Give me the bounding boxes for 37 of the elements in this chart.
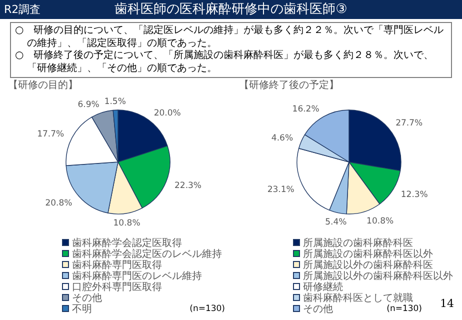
legend-label: 歯科麻酔専門医取得: [72, 260, 162, 271]
data-label: 22.3%: [174, 180, 202, 191]
legend-label: 所属施設の歯科麻酔科医: [303, 238, 413, 249]
text: ○ 研修の目的について、「認定医レベルの維持」が最も多く約２２％。次いで「専門医レベルの維持」、「認定医取得」の順であった。: [15, 25, 445, 50]
data-label: 10.8%: [113, 218, 140, 228]
legend-label: 歯科麻酔学会認定医取得: [72, 238, 182, 249]
chart-title: 【研修の目的】: [8, 78, 78, 92]
legend-label: 歯科麻酔学会認定医のレベル維持: [72, 249, 222, 260]
legend-label: 口腔外科専門医取得: [72, 282, 162, 293]
data-label: 20.8%: [45, 198, 72, 208]
text: 14: [440, 297, 454, 310]
text: (n=130): [386, 304, 422, 314]
data-label: 20.0%: [154, 108, 181, 119]
data-label: 1.5%: [104, 97, 126, 108]
legend-label: その他: [303, 304, 333, 315]
data-label: 12.3%: [400, 190, 428, 200]
text: 歯科医師の医科麻酔研修中の歯科医師③: [114, 2, 348, 17]
data-label: 27.7%: [396, 118, 423, 129]
text: (n=130): [190, 304, 225, 314]
text: R2調査: [4, 2, 41, 18]
legend-label: 所属施設以外の歯科麻酔科医: [303, 260, 433, 271]
legend-label: 不明: [72, 304, 92, 315]
legend-label: 歯科麻酔専門医のレベル維持: [72, 271, 202, 282]
legend-label: 所属施設の歯科麻酔科医以外: [303, 249, 433, 260]
data-label: 4.6%: [271, 134, 294, 144]
data-label: 23.1%: [267, 185, 294, 196]
data-label: 10.8%: [366, 216, 394, 226]
text: ○ 研修終了後の予定について、「所属施設の歯科麻酔科医」が最も多く約２８％。次いで、「研修継続」、「その他」の順であった。: [15, 50, 435, 75]
legend-label: 所属施設以外の歯科麻酔科医以外: [303, 271, 453, 282]
legend-label: 歯科麻酔科医として就職: [303, 293, 413, 304]
chart-title: 【研修終了後の予定】: [239, 78, 339, 92]
data-label: 16.2%: [292, 104, 320, 115]
data-label: 17.7%: [37, 129, 64, 140]
legend-label: その他: [72, 293, 102, 304]
data-label: 6.9%: [78, 100, 100, 110]
data-label: 5.4%: [325, 218, 347, 228]
legend-label: 研修継続: [303, 282, 343, 293]
